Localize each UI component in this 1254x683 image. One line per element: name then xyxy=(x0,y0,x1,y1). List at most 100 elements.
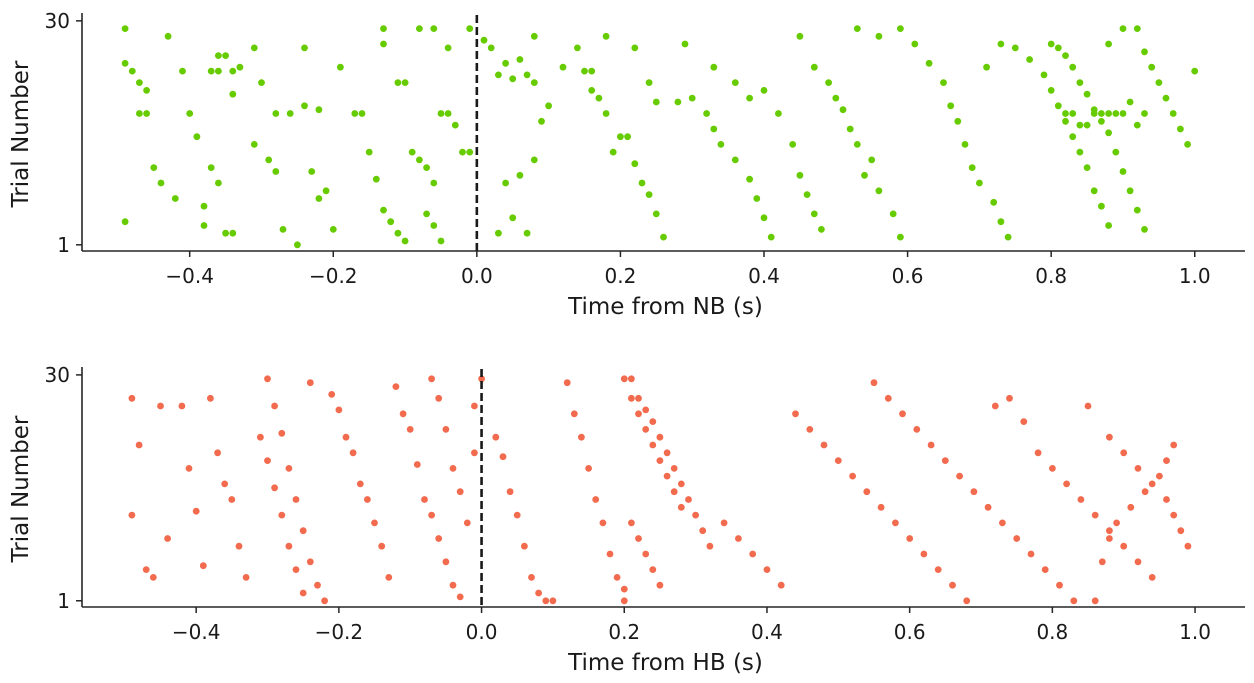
spike-point xyxy=(710,63,718,71)
spike-point xyxy=(258,79,265,86)
spike-point xyxy=(820,441,828,449)
spike-point xyxy=(200,202,208,210)
spike-point xyxy=(1112,148,1120,156)
hb-points xyxy=(128,375,1192,605)
spike-point xyxy=(1148,574,1156,581)
spike-point xyxy=(444,110,452,117)
spike-point xyxy=(753,195,761,202)
x-tick-label: −0.4 xyxy=(165,264,214,288)
spike-point xyxy=(796,171,804,179)
spike-point xyxy=(884,394,892,402)
spike-point xyxy=(516,171,524,179)
spike-point xyxy=(221,480,229,488)
spike-point xyxy=(1134,558,1142,566)
spike-point xyxy=(1105,40,1112,48)
spike-point xyxy=(228,496,236,503)
spike-point xyxy=(717,141,725,148)
spike-point xyxy=(1120,542,1128,550)
spike-point xyxy=(185,465,193,472)
spike-point xyxy=(810,63,818,71)
spike-point xyxy=(449,581,457,589)
spike-point xyxy=(179,67,186,75)
spike-point xyxy=(660,233,667,241)
spike-point xyxy=(1056,581,1063,589)
spike-point xyxy=(1106,433,1113,441)
spike-point xyxy=(906,535,914,542)
spike-point xyxy=(685,496,692,503)
spike-point xyxy=(516,56,524,63)
spike-point xyxy=(430,222,438,229)
spike-point xyxy=(1105,129,1112,137)
spike-point xyxy=(559,63,567,71)
spike-point xyxy=(1119,110,1127,117)
spike-point xyxy=(1047,40,1055,48)
spike-point xyxy=(656,457,664,464)
spike-point xyxy=(649,441,657,449)
spike-point xyxy=(941,457,949,464)
spike-point xyxy=(495,229,502,237)
spike-point xyxy=(314,581,321,589)
spike-point xyxy=(1047,87,1055,94)
spike-point xyxy=(328,391,336,398)
spike-point xyxy=(897,25,904,32)
spike-point xyxy=(502,179,509,187)
spike-point xyxy=(656,433,664,441)
spike-point xyxy=(1113,519,1120,527)
spike-point xyxy=(1170,511,1178,519)
spike-point xyxy=(301,44,308,52)
y-tick-label: 30 xyxy=(45,9,70,33)
spike-point xyxy=(502,59,509,67)
spike-point xyxy=(602,32,610,40)
spike-point xyxy=(143,87,151,94)
spike-point xyxy=(663,472,671,480)
spike-point xyxy=(792,410,799,418)
spike-point xyxy=(315,106,323,114)
spike-point xyxy=(970,488,978,496)
spike-point xyxy=(421,496,428,503)
spike-point xyxy=(385,574,393,581)
spike-point xyxy=(1091,597,1099,605)
spike-point xyxy=(1062,117,1069,125)
spike-point xyxy=(242,574,250,581)
spike-point xyxy=(272,110,280,117)
spike-point xyxy=(1098,202,1105,210)
spike-point xyxy=(136,110,143,117)
spike-point xyxy=(1070,597,1078,605)
spike-point xyxy=(911,40,919,48)
spike-point xyxy=(991,402,999,410)
spike-point xyxy=(356,480,364,488)
spike-point xyxy=(380,25,387,32)
spike-point xyxy=(649,418,657,425)
spike-point xyxy=(1169,110,1177,117)
spike-point xyxy=(186,110,194,117)
spike-point xyxy=(150,164,158,172)
spike-point xyxy=(285,542,293,550)
spike-point xyxy=(349,449,357,457)
spike-point xyxy=(437,110,445,117)
spike-point xyxy=(1126,98,1134,106)
spike-point xyxy=(609,148,617,156)
spike-point xyxy=(688,94,696,102)
spike-point xyxy=(430,25,438,32)
x-tick-label: 1.0 xyxy=(1179,264,1211,288)
spike-point xyxy=(264,375,271,383)
spike-point xyxy=(861,171,868,179)
spike-point xyxy=(806,426,814,433)
spike-point xyxy=(652,210,660,218)
spike-point xyxy=(699,527,707,535)
spike-point xyxy=(308,168,316,175)
spike-point xyxy=(760,214,768,222)
spike-point xyxy=(1069,133,1077,141)
spike-point xyxy=(236,63,244,71)
spike-point xyxy=(364,496,371,503)
spike-point xyxy=(335,406,343,414)
spike-point xyxy=(656,581,664,589)
spike-point xyxy=(128,67,136,75)
spike-point xyxy=(825,79,832,86)
spike-point xyxy=(214,449,222,457)
spike-point xyxy=(1090,110,1098,117)
spike-point xyxy=(229,90,237,98)
spike-point xyxy=(925,59,933,67)
spike-point xyxy=(578,433,585,441)
nb-x-ticks: −0.4 −0.2 0.0 0.2 0.4 0.6 0.8 1.0 xyxy=(165,251,1211,288)
